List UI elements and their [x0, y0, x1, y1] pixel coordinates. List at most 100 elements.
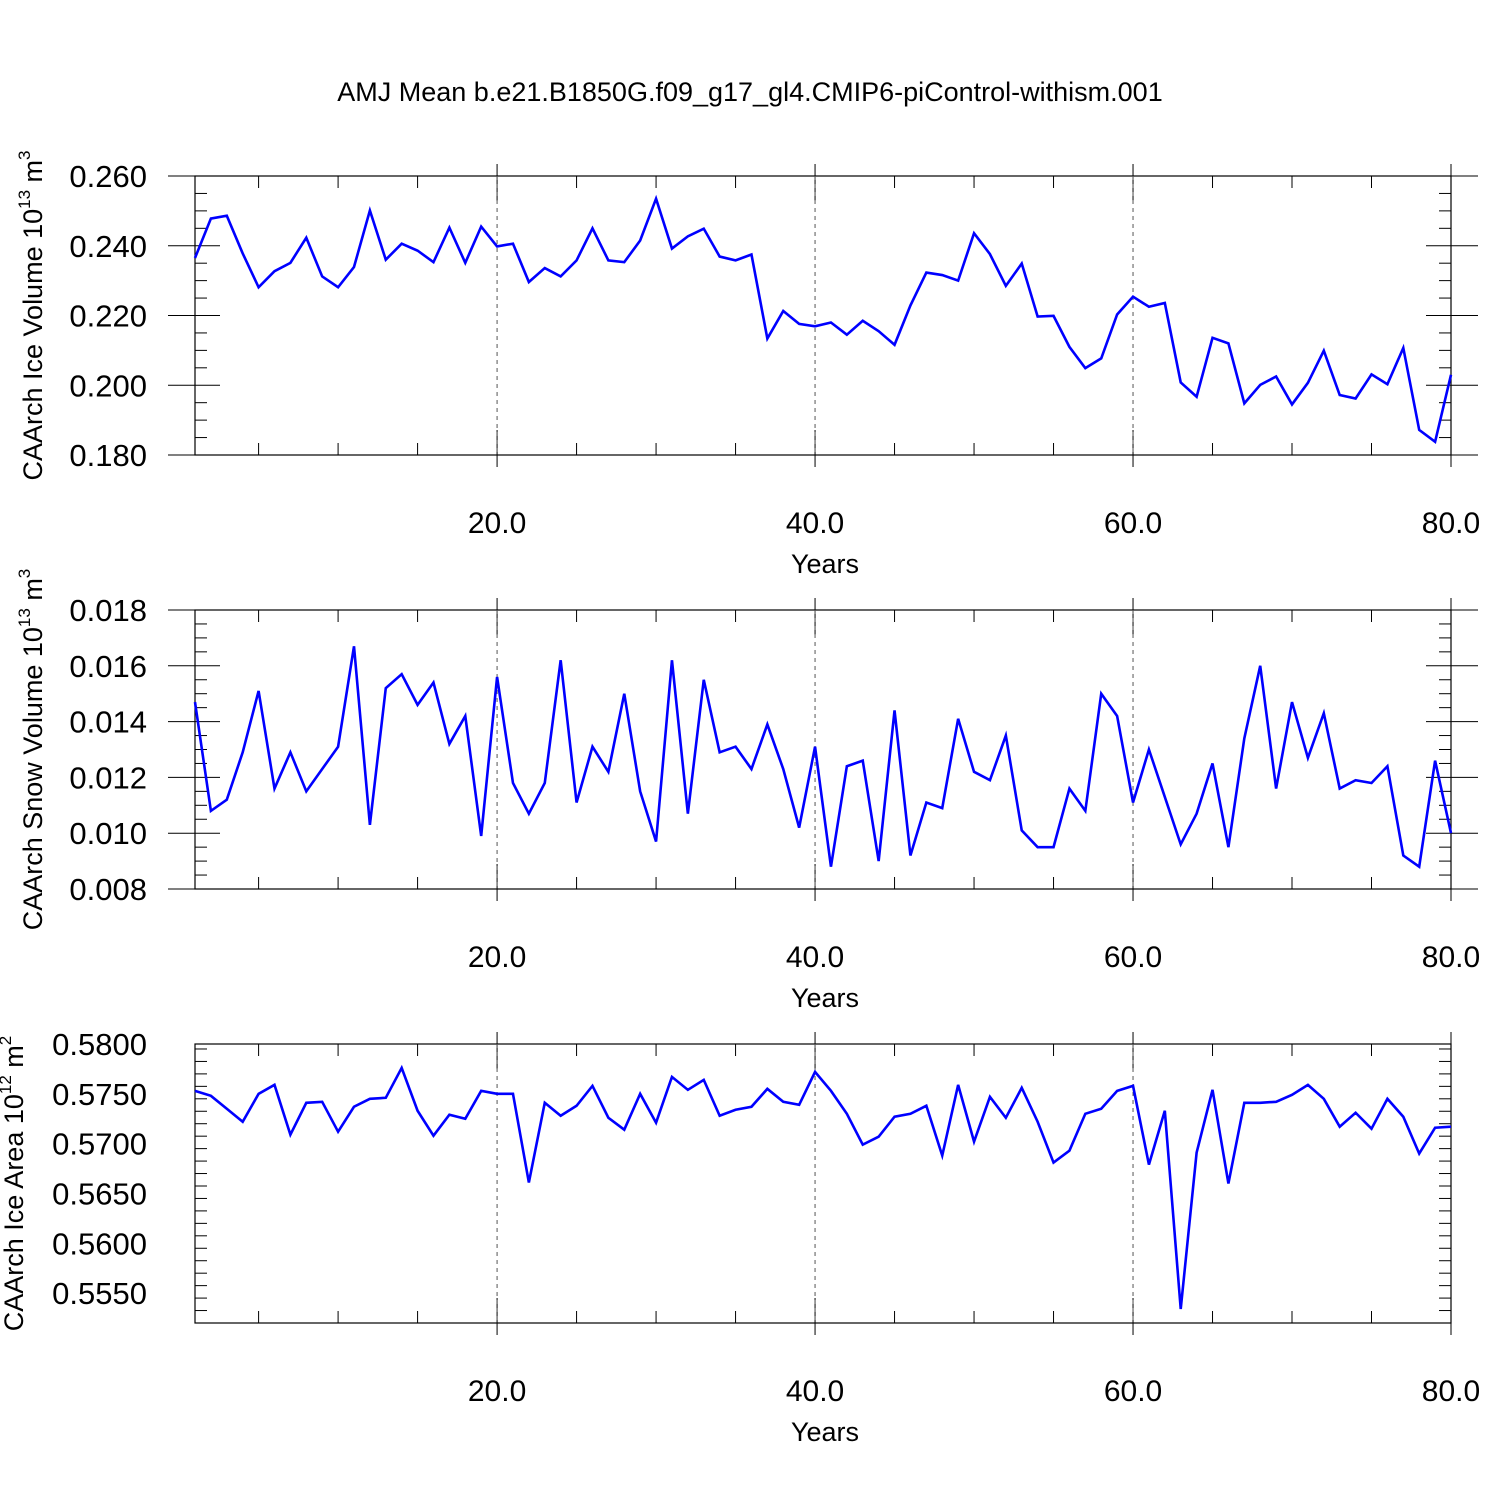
data-point	[480, 835, 483, 838]
y-tick-label: 0.180	[69, 438, 147, 473]
data-point	[1052, 846, 1055, 849]
data-point	[591, 1085, 594, 1088]
data-point	[861, 1143, 864, 1146]
data-point	[384, 258, 387, 261]
data-point	[750, 1105, 753, 1108]
data-point	[496, 676, 499, 679]
data-point	[861, 319, 864, 322]
data-point	[416, 1109, 419, 1112]
data-point	[909, 1112, 912, 1115]
page-title: AMJ Mean b.e21.B1850G.f09_g17_gl4.CMIP6-…	[337, 77, 1163, 107]
data-point	[528, 812, 531, 815]
data-point	[957, 1084, 960, 1087]
data-point	[1338, 1125, 1341, 1128]
data-point	[893, 709, 896, 712]
data-point	[655, 1121, 658, 1124]
data-point	[1227, 342, 1230, 345]
data-point	[1354, 1111, 1357, 1114]
data-point	[416, 249, 419, 252]
data-point	[941, 1154, 944, 1157]
data-point	[1132, 801, 1135, 804]
data-point	[1116, 313, 1119, 316]
data-point	[400, 673, 403, 676]
y-tick-label: 0.5650	[52, 1176, 147, 1211]
data-point	[734, 745, 737, 748]
y-label-unit-exponent: 3	[15, 150, 34, 159]
data-point	[1100, 357, 1103, 360]
data-point	[1259, 1101, 1262, 1104]
x-tick-label: 40.0	[786, 941, 844, 974]
data-point	[257, 286, 260, 289]
data-point	[210, 1095, 213, 1098]
data-point	[1307, 757, 1310, 760]
data-point	[369, 824, 372, 827]
panel-2: 20.0 40.0 60.0 80.0 Years 0.018 0.016 0.014 0.01…	[15, 569, 1480, 1013]
data-point	[941, 274, 944, 277]
data-point	[1100, 1107, 1103, 1110]
data-point	[543, 1101, 546, 1104]
plot-frame	[194, 609, 1452, 890]
data-point	[321, 275, 324, 278]
data-point	[1402, 1115, 1405, 1118]
data-point	[877, 1135, 880, 1138]
data-point	[321, 1100, 324, 1103]
y-label-exponent: 12	[0, 1075, 15, 1094]
data-point	[702, 678, 705, 681]
data-point	[830, 865, 833, 868]
data-point	[1020, 1087, 1023, 1090]
data-point	[305, 790, 308, 793]
data-point	[687, 1089, 690, 1092]
data-point	[1052, 1161, 1055, 1164]
data-point	[384, 687, 387, 690]
data-point	[559, 1114, 562, 1117]
x-axis-label: Years	[791, 983, 859, 1013]
data-point	[798, 826, 801, 829]
data-point	[671, 659, 674, 662]
data-point	[257, 690, 260, 693]
data-point	[1323, 349, 1326, 352]
data-point	[273, 270, 276, 273]
series-line	[193, 646, 1453, 869]
data-point	[257, 1093, 260, 1096]
y-tick-label: 0.5800	[52, 1027, 147, 1062]
data-point	[607, 259, 610, 262]
data-point	[782, 768, 785, 771]
data-point	[941, 807, 944, 810]
data-point	[1370, 782, 1373, 785]
y-label-text: CAArch Ice Volume 10	[18, 209, 48, 481]
data-point	[623, 1128, 626, 1131]
data-point	[655, 197, 658, 200]
data-point	[798, 323, 801, 326]
y-axis-label: CAArch Snow Volume 1013 m3	[15, 569, 48, 931]
data-point	[1195, 1151, 1198, 1154]
data-point	[1005, 285, 1008, 288]
data-point	[957, 718, 960, 721]
data-point	[1084, 810, 1087, 813]
data-point	[623, 692, 626, 695]
data-point	[1116, 1090, 1119, 1093]
data-point	[480, 1090, 483, 1093]
series-line	[193, 194, 1453, 444]
data-point	[353, 1105, 356, 1108]
data-point	[909, 304, 912, 307]
data-point	[321, 768, 324, 771]
plot-frame	[194, 175, 1452, 456]
data-point	[225, 798, 228, 801]
data-point	[1307, 1084, 1310, 1087]
data-point	[1418, 865, 1421, 868]
data-point	[1386, 765, 1389, 768]
data-point	[973, 1140, 976, 1143]
data-point	[623, 261, 626, 264]
y-label-exponent: 13	[15, 190, 34, 209]
data-point	[861, 759, 864, 762]
data-point	[1195, 395, 1198, 398]
data-point	[1005, 734, 1008, 737]
data-point	[973, 232, 976, 235]
data-point	[1402, 854, 1405, 857]
data-point	[1005, 1116, 1008, 1119]
data-point	[1243, 737, 1246, 740]
data-point	[1291, 1094, 1294, 1097]
data-point	[448, 743, 451, 746]
y-label-text: CAArch Snow Volume 10	[18, 627, 48, 930]
x-tick-label: 60.0	[1104, 941, 1162, 974]
